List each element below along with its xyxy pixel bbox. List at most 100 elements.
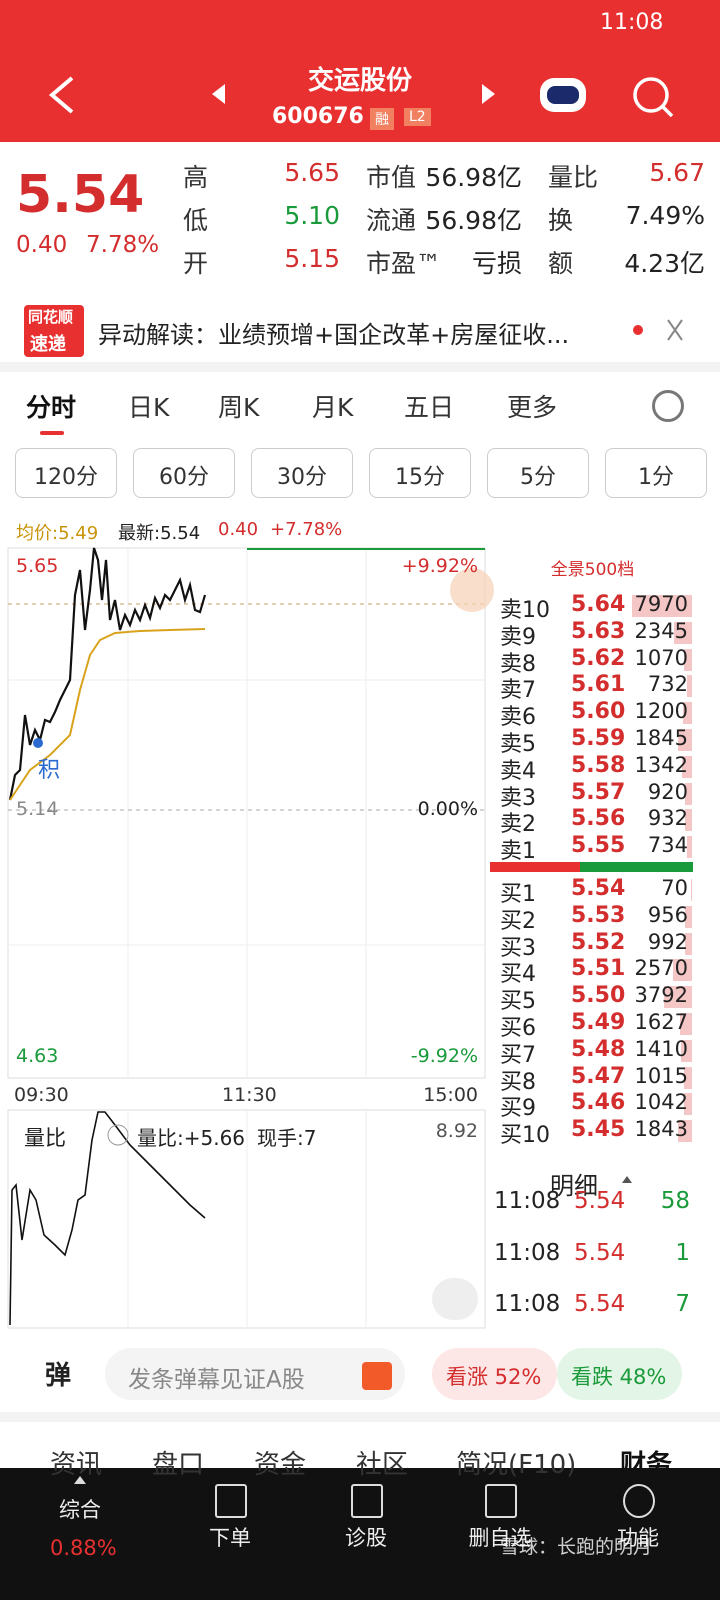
book-volume: 2345 [634,618,688,643]
period-button [605,448,707,498]
tab[interactable]: 分时 [26,393,77,422]
detail-title[interactable]: 明细 [550,1172,598,1200]
settings-icon [652,390,684,422]
down-vote[interactable]: 看跌 48% [571,1365,667,1389]
book-label: 买5 [500,989,536,1015]
price: 5.54 [16,165,145,225]
book-price: 5.60 [571,699,626,725]
stat-label: 市值 [366,163,417,192]
nav-item[interactable]: 诊股 [345,1526,387,1550]
tab[interactable]: 周K [218,393,260,422]
book-volume: 1410 [634,1036,688,1061]
period[interactable]: 120分 [34,465,98,490]
nav-item[interactable]: 功能 [617,1526,659,1550]
volume-selector[interactable]: 量比 [24,1126,66,1150]
divider [0,1412,720,1422]
nav-item[interactable]: 删自选 [468,1526,532,1550]
expand-button[interactable] [432,1278,478,1320]
sub-tab[interactable]: 资讯 [50,1450,103,1480]
down-button[interactable] [557,1348,682,1400]
next-icon [482,84,495,104]
y-pct-label: +9.92% [401,555,478,577]
y-label: 4.63 [16,1045,59,1067]
volume-bar [683,648,692,671]
percent: 7.78% [86,232,160,258]
dot [633,325,643,335]
sub-tab[interactable]: 财务 [620,1450,673,1480]
nav-item[interactable]: 综合 [59,1498,101,1522]
book-label: 卖6 [500,705,536,731]
news-text[interactable]: 异动解读：业绩预增+国企改革+房屋征收... [98,321,570,349]
book-volume: 1042 [634,1090,688,1115]
status-time: 11:08 [600,10,664,35]
sub-tab[interactable]: 资金 [254,1450,307,1480]
stat-label: 流通 [366,206,417,235]
period[interactable]: 5分 [520,465,556,490]
period[interactable]: 60分 [159,465,209,490]
detail-time: 11:08 [494,1291,561,1317]
back-icon [48,76,74,114]
period-button [251,448,353,498]
period[interactable]: 30分 [277,465,327,490]
period[interactable]: 1分 [638,465,674,490]
chart-info: +7.78% [270,519,343,540]
stat-value: 5.10 [284,201,340,230]
tab[interactable]: 月K [312,393,354,422]
detail-mask [490,1160,695,1192]
up-button[interactable] [432,1348,557,1400]
tab[interactable]: 日K [128,393,170,422]
sub-tab[interactable]: 盘口 [152,1450,205,1480]
book-volume: 1015 [634,1063,688,1088]
book-label: 卖3 [500,785,536,811]
volume-bar [683,702,692,725]
sub-tab[interactable]: 简况(F10) [456,1450,577,1480]
sub-tab[interactable]: 社区 [356,1450,409,1480]
book-volume: 992 [647,929,688,954]
book-price: 5.51 [571,956,626,982]
danmu-placeholder[interactable]: 发条弹幕见证A股 [128,1367,305,1393]
book-price: 5.45 [571,1117,626,1143]
book-price: 5.46 [571,1090,626,1116]
period[interactable]: 15分 [395,465,445,490]
detail-volume: 1 [675,1240,690,1266]
tab[interactable]: 更多 [507,393,558,422]
book-volume: 1627 [634,1010,688,1034]
book-label: 买7 [500,1042,536,1068]
book-label: 买3 [500,935,536,961]
prev-icon [212,84,225,104]
book-price: 5.63 [571,618,626,644]
divider [0,362,720,372]
book-label: 卖2 [500,812,536,838]
price-line [8,547,207,801]
watermark: 雪球：长跑的明月 [500,1536,653,1558]
book-volume: 956 [647,902,688,927]
bottom-nav [0,1468,720,1600]
book-price: 5.52 [571,929,626,955]
book-volume: 1070 [634,645,688,670]
book-volume: 1342 [634,752,688,777]
detail-volume: 58 [660,1188,690,1214]
search-icon [661,105,674,118]
up-vote[interactable]: 看涨 52% [446,1365,542,1389]
stat-value: 56.98亿 [425,206,522,235]
close-icon[interactable] [667,319,683,341]
tab[interactable]: 五日 [404,393,455,422]
book-label: 买1 [500,882,536,907]
stat-label: 开 [183,249,209,278]
book-label: 买6 [500,1016,536,1041]
volume-bar [684,932,692,955]
period-button [133,448,235,498]
nav-item[interactable]: 下单 [209,1526,251,1550]
book-label: 卖1 [500,839,536,865]
y-pct-label: 0.00% [417,798,478,820]
danmu-icon[interactable]: 弹 [45,1361,72,1391]
volume-bar [674,621,692,644]
book-volume: 2570 [634,956,688,981]
badge: 融 [370,108,394,130]
danmu-input[interactable] [105,1348,405,1400]
book-label: 买10 [500,1123,550,1149]
stat-label: 市盈™ [366,249,442,278]
volume-bar [686,675,692,698]
book-price: 5.62 [571,645,626,671]
